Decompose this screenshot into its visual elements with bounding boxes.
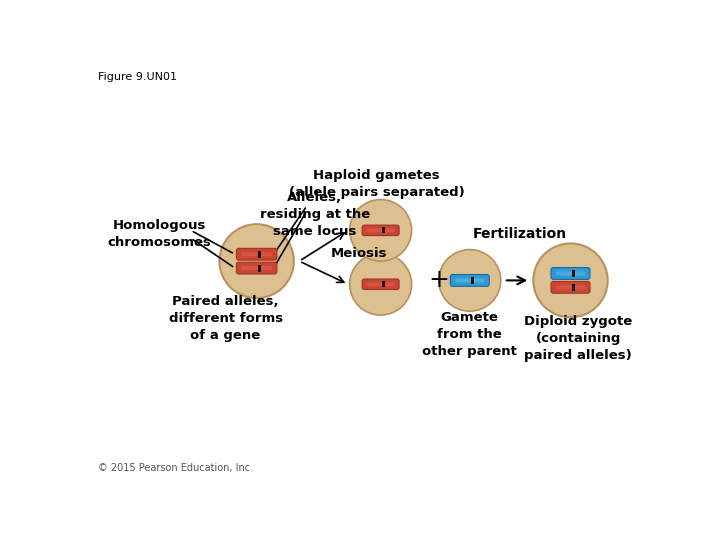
Text: Haploid gametes
(allele pairs separated): Haploid gametes (allele pairs separated) xyxy=(289,169,464,199)
Bar xyxy=(382,281,384,287)
FancyBboxPatch shape xyxy=(241,252,271,256)
Text: +: + xyxy=(428,268,449,292)
FancyBboxPatch shape xyxy=(236,248,277,260)
Bar xyxy=(382,227,384,233)
Bar xyxy=(572,270,575,277)
Ellipse shape xyxy=(220,224,294,298)
Text: Gamete
from the
other parent: Gamete from the other parent xyxy=(423,311,517,358)
Bar xyxy=(472,277,474,284)
Bar xyxy=(258,265,261,272)
FancyBboxPatch shape xyxy=(362,225,399,235)
FancyBboxPatch shape xyxy=(556,285,585,289)
FancyBboxPatch shape xyxy=(236,262,277,274)
Bar xyxy=(572,284,575,291)
Ellipse shape xyxy=(350,200,412,261)
Ellipse shape xyxy=(350,253,412,315)
Text: Paired alleles,
different forms
of a gene: Paired alleles, different forms of a gen… xyxy=(168,295,283,342)
FancyBboxPatch shape xyxy=(366,228,395,232)
Text: Homologous
chromosomes: Homologous chromosomes xyxy=(108,219,212,249)
Text: © 2015 Pearson Education, Inc.: © 2015 Pearson Education, Inc. xyxy=(98,463,253,473)
FancyBboxPatch shape xyxy=(456,279,484,282)
Bar xyxy=(258,251,261,258)
Text: Meiosis: Meiosis xyxy=(330,247,387,260)
FancyBboxPatch shape xyxy=(556,272,585,275)
FancyBboxPatch shape xyxy=(551,281,590,293)
FancyBboxPatch shape xyxy=(450,274,490,286)
FancyBboxPatch shape xyxy=(241,266,271,270)
FancyBboxPatch shape xyxy=(362,279,399,289)
FancyBboxPatch shape xyxy=(551,268,590,279)
Text: Figure 9.UN01: Figure 9.UN01 xyxy=(98,72,176,83)
Ellipse shape xyxy=(438,249,500,311)
Ellipse shape xyxy=(534,244,608,318)
Text: Alleles,
residing at the
same locus: Alleles, residing at the same locus xyxy=(260,192,370,239)
Text: Fertilization: Fertilization xyxy=(473,227,567,241)
FancyBboxPatch shape xyxy=(366,282,395,286)
Text: Diploid zygote
(containing
paired alleles): Diploid zygote (containing paired allele… xyxy=(524,315,632,362)
